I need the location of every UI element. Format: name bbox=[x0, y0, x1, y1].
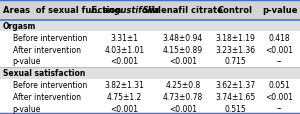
Bar bbox=[0, 67, 300, 79]
Text: 0.515: 0.515 bbox=[225, 104, 246, 113]
Text: p-value: p-value bbox=[262, 6, 298, 15]
Text: <0.001: <0.001 bbox=[169, 57, 197, 66]
Text: 4.73±0.78: 4.73±0.78 bbox=[163, 92, 203, 101]
Text: 4.75±1.2: 4.75±1.2 bbox=[107, 92, 142, 101]
Text: <0.001: <0.001 bbox=[266, 45, 294, 54]
Text: Before intervention: Before intervention bbox=[13, 34, 87, 43]
Text: Areas  of sexual function: Areas of sexual function bbox=[3, 6, 121, 15]
Bar bbox=[0, 91, 300, 102]
Text: 3.62±1.37: 3.62±1.37 bbox=[215, 80, 256, 89]
Text: <0.001: <0.001 bbox=[169, 104, 197, 113]
Text: Orgasm: Orgasm bbox=[3, 22, 36, 31]
Text: 3.82±1.31: 3.82±1.31 bbox=[105, 80, 144, 89]
Text: E. angustifolia: E. angustifolia bbox=[91, 6, 158, 15]
Text: <0.001: <0.001 bbox=[266, 92, 294, 101]
Text: 3.48±0.94: 3.48±0.94 bbox=[163, 34, 203, 43]
Text: 3.74±1.65: 3.74±1.65 bbox=[215, 92, 256, 101]
Text: 3.31±1: 3.31±1 bbox=[110, 34, 139, 43]
Text: <0.001: <0.001 bbox=[110, 104, 139, 113]
Text: Control: Control bbox=[218, 6, 253, 15]
Text: After intervention: After intervention bbox=[13, 92, 81, 101]
Text: --: -- bbox=[277, 57, 283, 66]
Text: 4.03±1.01: 4.03±1.01 bbox=[104, 45, 145, 54]
Text: 4.15±0.89: 4.15±0.89 bbox=[163, 45, 203, 54]
Text: <0.001: <0.001 bbox=[110, 57, 139, 66]
Text: Sildenafil citrate: Sildenafil citrate bbox=[143, 6, 223, 15]
Text: p-value: p-value bbox=[13, 57, 41, 66]
Bar bbox=[0, 21, 300, 32]
Text: --: -- bbox=[277, 104, 283, 113]
Text: After intervention: After intervention bbox=[13, 45, 81, 54]
Bar bbox=[0, 44, 300, 56]
Text: p-value: p-value bbox=[13, 104, 41, 113]
Text: 3.23±1.36: 3.23±1.36 bbox=[215, 45, 256, 54]
Text: 3.18±1.19: 3.18±1.19 bbox=[216, 34, 255, 43]
Bar bbox=[0, 32, 300, 44]
Bar bbox=[0, 56, 300, 67]
Text: 0.051: 0.051 bbox=[269, 80, 291, 89]
Bar bbox=[0, 102, 300, 114]
Text: 4.25±0.8: 4.25±0.8 bbox=[165, 80, 201, 89]
Text: Sexual satisfaction: Sexual satisfaction bbox=[3, 69, 85, 78]
Text: 0.715: 0.715 bbox=[225, 57, 246, 66]
Text: Before intervention: Before intervention bbox=[13, 80, 87, 89]
Bar bbox=[0, 79, 300, 91]
Bar bbox=[0, 0, 300, 21]
Text: 0.418: 0.418 bbox=[269, 34, 291, 43]
